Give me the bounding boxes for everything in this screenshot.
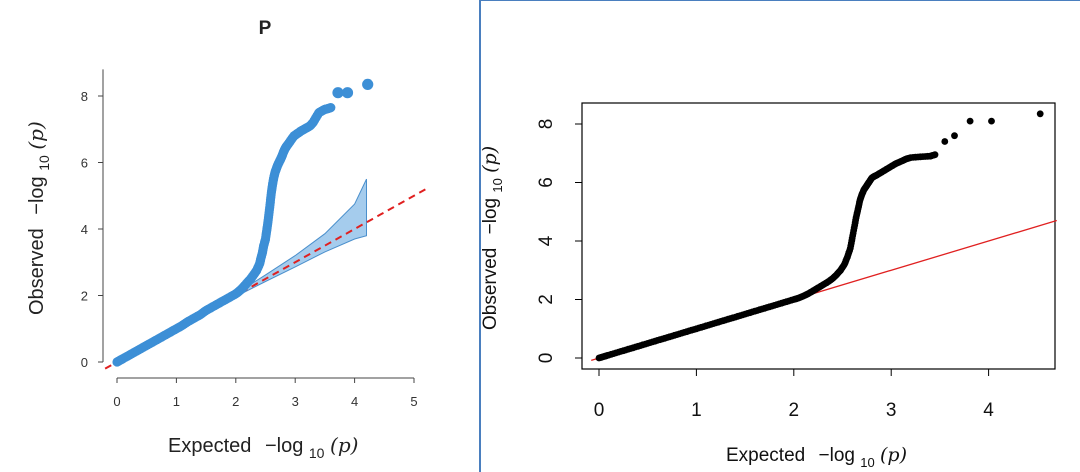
data-point: [341, 87, 354, 99]
left-qq-plot: P 0 1 2 3 4 5 0 2 4 6 8 Expected −log 10 (p) Obser…: [24, 18, 427, 463]
x-axis-label-math: −log: [265, 435, 303, 457]
right-qq-plot: 0 1 2 3 4 0 2 4 6 8 Expected −log 10 (p) Observed…: [479, 102, 1057, 472]
plot-frame: [581, 102, 1056, 370]
data-point: [931, 151, 939, 159]
x-axis-label-sub: 10: [860, 455, 874, 470]
data-point: [326, 103, 336, 113]
y-axis-label-prefix: Observed: [480, 248, 501, 330]
x-axis-label-arg: (p): [330, 433, 358, 457]
x-axis-label-prefix: Expected: [168, 435, 251, 457]
x-tick-label: 5: [410, 394, 417, 409]
y-axis-label-arg: (p): [24, 121, 48, 149]
chart-title: P: [259, 18, 272, 39]
y-tick-label: 4: [81, 222, 88, 237]
x-tick-label: 2: [789, 400, 800, 421]
y-axis-label-prefix: Observed: [26, 228, 48, 315]
y-axis-label-arg: (p): [479, 146, 501, 173]
x-tick-label: 1: [691, 400, 702, 421]
svg-text:Expected −log: Expected −log 10 (p): [168, 433, 358, 463]
axes: 0 1 2 3 4 0 2 4 6 8: [536, 119, 994, 421]
y-axis-label-math: −log: [480, 198, 501, 234]
y-tick-label: 0: [536, 353, 557, 364]
x-axis-label-math: −log: [819, 445, 855, 466]
svg-text:Expected −log: Expected −log 10 (p): [726, 444, 907, 472]
panel-divider-top: [479, 0, 1080, 1]
x-axis-label: Expected −log 10 (p): [726, 444, 907, 472]
x-tick-label: 3: [292, 394, 299, 409]
data-point: [941, 138, 949, 145]
data-point: [1036, 110, 1044, 118]
x-axis-label-prefix: Expected: [726, 445, 805, 466]
svg-text:Observed −log: Observed −log 10 (p): [24, 121, 54, 315]
x-axis-label-sub: 10: [309, 445, 325, 461]
x-tick-label: 0: [594, 400, 605, 421]
axes: 0 1 2 3 4 5 0 2 4 6 8: [81, 69, 418, 409]
data-point: [951, 132, 958, 140]
y-tick-label: 6: [81, 156, 88, 171]
data-point: [966, 117, 974, 125]
data-point: [362, 78, 374, 90]
y-tick-label: 2: [536, 294, 557, 305]
y-axis-label-math: −log: [26, 176, 48, 214]
y-axis-label: Observed −log 10 (p): [24, 121, 54, 315]
y-axis-label-sub: 10: [36, 155, 52, 171]
y-axis-label: Observed −log 10 (p): [479, 146, 507, 330]
y-tick-label: 2: [81, 289, 88, 304]
y-tick-label: 4: [536, 235, 557, 246]
x-tick-label: 4: [983, 400, 994, 421]
y-tick-label: 6: [536, 177, 557, 188]
x-tick-label: 1: [173, 394, 180, 409]
x-axis-label-arg: (p): [880, 444, 907, 466]
y-axis-label-sub: 10: [490, 178, 505, 192]
x-axis-label: Expected −log 10 (p): [168, 433, 358, 463]
data-points: [595, 110, 1044, 362]
x-tick-label: 0: [113, 394, 120, 409]
y-tick-label: 8: [81, 89, 88, 104]
x-tick-label: 2: [232, 394, 239, 409]
panel-divider: [479, 0, 481, 472]
data-point: [988, 117, 995, 125]
x-tick-label: 4: [351, 394, 358, 409]
svg-text:Observed −log: Observed −log 10 (p): [479, 146, 507, 330]
y-tick-label: 8: [536, 119, 557, 130]
y-tick-label: 0: [81, 355, 88, 370]
x-tick-label: 3: [886, 400, 897, 421]
data-point: [332, 87, 344, 99]
data-points: [112, 78, 374, 367]
